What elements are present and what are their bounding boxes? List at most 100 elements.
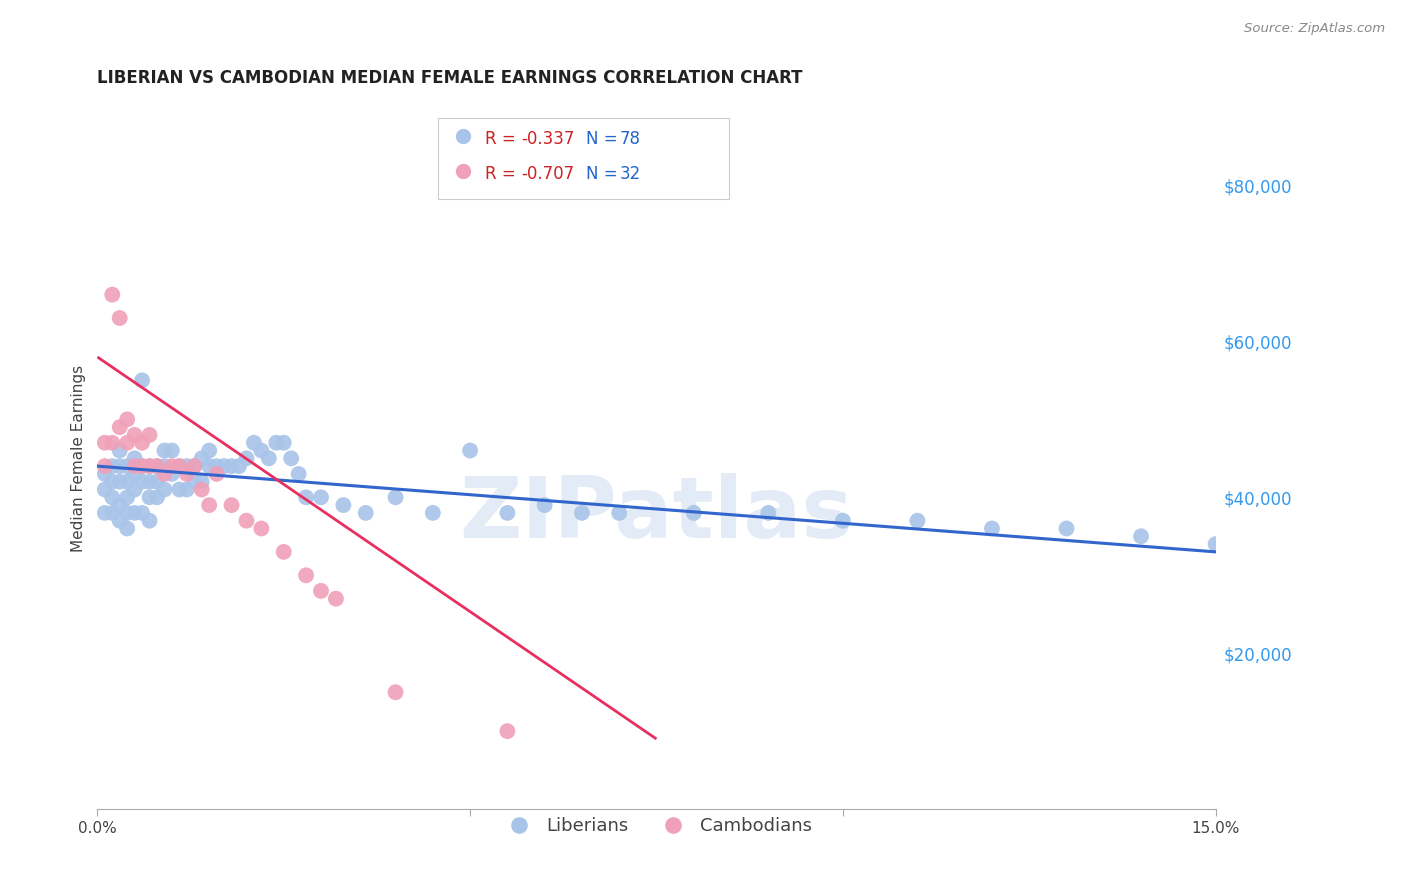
Point xyxy=(124,506,146,520)
Point xyxy=(190,475,212,489)
Point xyxy=(264,435,287,450)
Point xyxy=(101,459,124,474)
Point xyxy=(190,483,212,497)
Point xyxy=(131,459,153,474)
Point xyxy=(146,475,169,489)
Point xyxy=(124,483,146,497)
Point xyxy=(108,475,131,489)
Legend: Liberians, Cambodians: Liberians, Cambodians xyxy=(494,810,820,842)
Point xyxy=(146,459,169,474)
Text: 78: 78 xyxy=(620,130,641,148)
Point xyxy=(124,467,146,481)
Point xyxy=(169,459,191,474)
Text: ZIPatlas: ZIPatlas xyxy=(460,473,853,556)
Point xyxy=(115,459,138,474)
Point xyxy=(160,467,183,481)
Point xyxy=(176,483,198,497)
Point xyxy=(124,428,146,442)
Point xyxy=(981,521,1004,535)
Point xyxy=(533,498,555,512)
Point xyxy=(115,412,138,426)
Point xyxy=(131,435,153,450)
Point xyxy=(756,506,779,520)
Point xyxy=(146,491,169,505)
Point xyxy=(183,459,205,474)
Point xyxy=(235,451,257,466)
Point xyxy=(138,475,160,489)
Point xyxy=(183,475,205,489)
Point xyxy=(190,451,212,466)
Point xyxy=(273,545,295,559)
Point xyxy=(160,443,183,458)
Point xyxy=(907,514,929,528)
Point xyxy=(212,459,235,474)
Text: Source: ZipAtlas.com: Source: ZipAtlas.com xyxy=(1244,22,1385,36)
Point xyxy=(607,506,630,520)
Point xyxy=(131,459,153,474)
Point xyxy=(146,459,169,474)
Point xyxy=(138,428,160,442)
Point xyxy=(422,506,444,520)
Text: -0.707: -0.707 xyxy=(522,165,574,183)
Point xyxy=(280,451,302,466)
Point xyxy=(332,498,354,512)
Text: N =: N = xyxy=(586,165,623,183)
Y-axis label: Median Female Earnings: Median Female Earnings xyxy=(72,365,86,552)
Point xyxy=(115,435,138,450)
Point xyxy=(1130,529,1153,543)
Text: -0.337: -0.337 xyxy=(522,130,575,148)
Point xyxy=(571,506,593,520)
Point xyxy=(169,459,191,474)
Point xyxy=(138,491,160,505)
Point xyxy=(309,491,332,505)
Point xyxy=(108,420,131,434)
Text: N =: N = xyxy=(586,130,623,148)
Point xyxy=(94,459,117,474)
Point xyxy=(221,459,243,474)
Point xyxy=(1205,537,1227,551)
Point xyxy=(131,475,153,489)
FancyBboxPatch shape xyxy=(439,118,730,199)
Point xyxy=(124,459,146,474)
Point xyxy=(108,514,131,528)
Point xyxy=(257,451,280,466)
Point xyxy=(169,483,191,497)
Point xyxy=(131,506,153,520)
Point xyxy=(94,483,117,497)
Point xyxy=(115,475,138,489)
Point xyxy=(325,591,347,606)
Point xyxy=(221,498,243,512)
Point xyxy=(153,443,176,458)
Point xyxy=(124,451,146,466)
Point xyxy=(108,498,131,512)
Point xyxy=(458,443,481,458)
Point xyxy=(384,685,406,699)
Point xyxy=(138,459,160,474)
Point xyxy=(94,435,117,450)
Point xyxy=(354,506,377,520)
Point xyxy=(250,443,273,458)
Text: LIBERIAN VS CAMBODIAN MEDIAN FEMALE EARNINGS CORRELATION CHART: LIBERIAN VS CAMBODIAN MEDIAN FEMALE EARN… xyxy=(97,69,803,87)
Point xyxy=(309,583,332,598)
Point xyxy=(115,506,138,520)
Point xyxy=(183,459,205,474)
Point xyxy=(94,506,117,520)
Point xyxy=(496,506,519,520)
Point xyxy=(108,311,131,326)
Point xyxy=(101,287,124,301)
Point xyxy=(228,459,250,474)
Point xyxy=(101,475,124,489)
Point xyxy=(250,521,273,535)
Point xyxy=(153,467,176,481)
Point xyxy=(205,467,228,481)
Point xyxy=(138,459,160,474)
Point xyxy=(384,491,406,505)
Point xyxy=(205,459,228,474)
Point xyxy=(243,435,266,450)
Text: 32: 32 xyxy=(620,165,641,183)
Point xyxy=(115,521,138,535)
Point xyxy=(153,483,176,497)
Point xyxy=(153,459,176,474)
Text: R =: R = xyxy=(485,165,522,183)
Point xyxy=(235,514,257,528)
